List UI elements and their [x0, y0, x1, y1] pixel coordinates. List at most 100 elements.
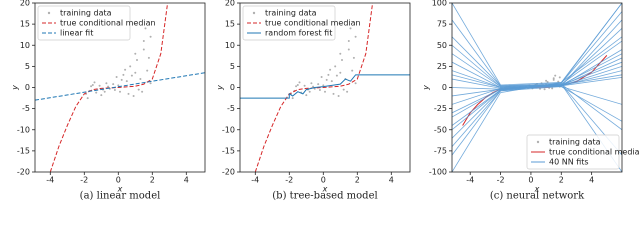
data-point: [147, 56, 150, 59]
x-tick-label: -2: [80, 176, 88, 185]
legend-marker: [47, 11, 51, 15]
legend-box: [37, 5, 131, 41]
caption: (c) neural network: [490, 191, 585, 202]
data-point: [335, 74, 338, 77]
x-tick-label: -4: [466, 176, 474, 185]
data-point: [113, 89, 116, 92]
data-point: [339, 71, 342, 74]
data-point: [552, 78, 555, 81]
y-tick-label: 20: [225, 0, 235, 8]
data-point: [141, 90, 144, 93]
fit-line: [452, 74, 622, 118]
y-axis-label: y: [216, 85, 225, 91]
y-tick-label: -5: [22, 104, 30, 113]
series-line: [240, 74, 410, 99]
data-point: [107, 85, 110, 88]
x-tick-label: 4: [589, 176, 594, 185]
plot-area: [35, 3, 205, 172]
y-tick-label: 15: [20, 20, 30, 29]
data-point: [317, 83, 320, 86]
y-tick-label: 15: [225, 20, 235, 29]
data-point: [90, 85, 93, 88]
series-line: [49, 3, 169, 172]
plot-area: [452, 3, 622, 172]
x-tick-label: 0: [116, 176, 121, 185]
data-point: [551, 87, 554, 90]
legend-label: true conditional median: [549, 148, 640, 157]
x-axis-label: x: [322, 185, 328, 194]
data-point: [334, 65, 337, 68]
x-tick-label: 4: [184, 176, 189, 185]
x-tick-label: -4: [251, 176, 259, 185]
data-point: [330, 80, 333, 83]
data-point: [312, 85, 315, 88]
data-point: [117, 84, 120, 87]
data-point: [115, 75, 118, 78]
data-point: [129, 65, 132, 68]
caption: (b) tree-based model: [272, 191, 377, 202]
data-point: [305, 94, 308, 97]
y-tick-label: -100: [429, 168, 447, 177]
y-tick-label: -50: [434, 125, 447, 134]
data-point: [552, 77, 555, 80]
fit-line: [452, 40, 622, 88]
data-point: [137, 88, 140, 91]
data-point: [558, 76, 561, 79]
y-tick-label: -5: [227, 104, 235, 113]
data-point: [142, 48, 145, 51]
data-point: [346, 90, 349, 93]
x-axis-label: x: [534, 185, 540, 194]
y-tick-label: -75: [434, 146, 447, 155]
legend-label: true conditional median: [265, 19, 361, 28]
y-tick-label: 5: [230, 62, 235, 71]
y-tick-label: -20: [222, 168, 235, 177]
y-tick-label: 10: [225, 41, 235, 50]
data-point: [95, 91, 98, 94]
data-point: [296, 83, 299, 86]
caption: (a) linear model: [80, 191, 161, 202]
data-point: [347, 40, 350, 43]
data-point: [546, 81, 549, 84]
legend-label: training data: [60, 9, 112, 18]
y-tick-label: -25: [434, 104, 447, 113]
data-point: [347, 48, 350, 51]
data-point: [124, 68, 127, 71]
x-tick-label: 0: [321, 176, 326, 185]
data-point: [134, 52, 137, 55]
fit-line: [452, 3, 622, 87]
legend-box: [242, 5, 336, 41]
data-point: [291, 97, 294, 100]
data-point: [125, 80, 128, 83]
series-line: [35, 72, 205, 101]
data-point: [105, 82, 108, 85]
y-tick-label: 50: [437, 41, 447, 50]
data-point: [98, 84, 101, 87]
y-tick-label: 0: [230, 83, 235, 92]
data-point: [351, 69, 354, 72]
x-tick-label: -2: [497, 176, 505, 185]
data-point: [325, 78, 328, 81]
data-point: [139, 78, 142, 81]
y-tick-label: -15: [17, 146, 30, 155]
legend-label: training data: [265, 9, 317, 18]
data-point: [339, 52, 342, 55]
y-tick-label: 0: [442, 83, 447, 92]
data-point: [127, 92, 130, 95]
data-point: [100, 94, 103, 97]
data-point: [332, 92, 335, 95]
x-tick-label: 2: [355, 176, 360, 185]
fit-line: [452, 3, 622, 86]
y-tick-label: 75: [437, 20, 447, 29]
data-point: [329, 68, 332, 71]
fit-line: [452, 49, 622, 131]
legend-marker: [252, 11, 256, 15]
data-point: [112, 83, 115, 86]
series-line: [254, 3, 374, 172]
data-point: [119, 90, 121, 93]
data-point: [354, 82, 357, 85]
x-tick-label: 2: [559, 176, 564, 185]
data-point: [91, 83, 94, 86]
x-tick-label: 2: [150, 176, 155, 185]
